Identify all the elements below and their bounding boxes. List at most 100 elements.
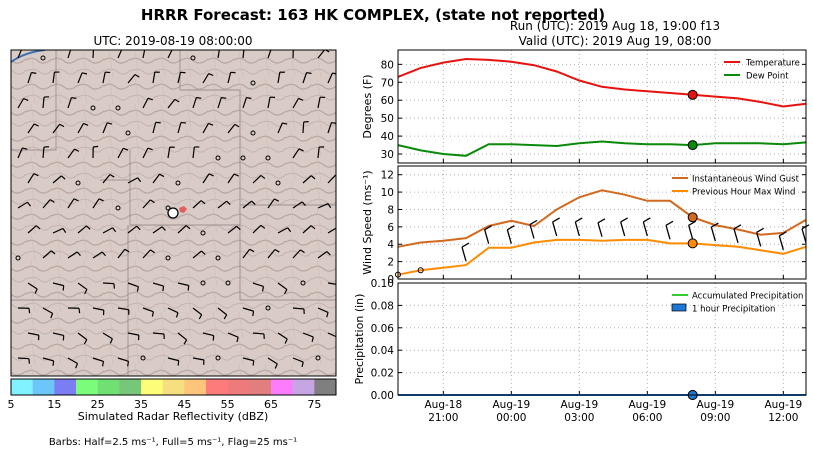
wind-barb	[117, 357, 130, 367]
fire-location-marker	[167, 207, 179, 219]
wind-barb	[125, 130, 131, 136]
wind-barb	[77, 72, 88, 84]
y-tick-label: 2	[387, 257, 394, 269]
legend: Instantaneous Wind Gust Previous Hour Max…	[672, 175, 800, 198]
wind-barb	[302, 175, 316, 184]
series-line	[397, 189, 807, 248]
wind-barb	[192, 146, 200, 159]
wind-barb	[75, 180, 81, 186]
wind-barb	[227, 173, 239, 184]
legend: Accumulated Precipitation 1 hour Precipit…	[671, 292, 803, 315]
wind-barb	[665, 220, 674, 240]
wind-barb	[215, 355, 221, 361]
x-tick-label-date: Aug-18	[425, 399, 463, 411]
wind-barb	[167, 50, 178, 59]
x-tick-labels: Aug-1821:00Aug-1900:00Aug-1903:00Aug-190…	[425, 399, 803, 424]
wind-barb	[167, 307, 179, 318]
wind-barb	[42, 146, 49, 159]
colorbar-swatch	[162, 379, 185, 395]
wind-barb	[215, 255, 221, 261]
fire-perimeter	[179, 206, 187, 213]
legend-label: Accumulated Precipitation	[692, 292, 803, 302]
wind-barb	[102, 227, 117, 234]
y-tick-label: 12	[381, 170, 394, 182]
wind-barb	[115, 205, 121, 211]
colorbar-tick-label: 35	[134, 398, 148, 411]
wind-barb	[127, 332, 140, 341]
wind-barb	[177, 71, 186, 84]
wind-barb	[252, 174, 266, 184]
y-tick-label: 80	[381, 59, 394, 71]
reflectivity-colorbar	[10, 378, 337, 396]
colorbar-tick-label: 55	[221, 398, 235, 411]
wind-barb	[327, 332, 336, 338]
wind-barb	[265, 155, 271, 161]
wind-barb	[242, 96, 252, 109]
wind-barb	[17, 201, 32, 209]
wind-barb	[17, 147, 28, 159]
wind-barb	[242, 50, 245, 59]
wind-barb	[202, 73, 214, 84]
wind-barb	[92, 251, 106, 259]
wind-barb	[127, 282, 139, 292]
map-title: UTC: 2019-08-19 08:00:00	[93, 34, 252, 48]
wind-barb	[267, 50, 272, 59]
wind-barb	[756, 227, 764, 247]
colorbar-swatch	[227, 379, 250, 395]
wind-barb	[42, 307, 54, 319]
wind-barb	[52, 282, 65, 291]
wind-barb	[92, 198, 104, 209]
colorbar-swatch	[54, 379, 77, 395]
wind-barb	[140, 355, 146, 361]
wind-barb	[202, 173, 214, 184]
wind-barb	[142, 307, 154, 317]
wind-barb	[292, 97, 304, 109]
y-tick-label: 4	[387, 239, 394, 251]
wind-barb	[552, 217, 560, 237]
y-tick-label: 60	[381, 95, 394, 107]
wind-barb	[167, 357, 180, 366]
wind-barb	[300, 280, 306, 286]
panel-1: 30 40 50 60 70 80 Degrees (F) Temperature Dew Po…	[361, 49, 807, 164]
wind-barb	[506, 225, 515, 244]
wind-barb	[192, 307, 203, 320]
wind-barb	[15, 255, 21, 261]
wind-barb	[77, 332, 88, 345]
series-line	[397, 238, 807, 276]
wind-barb	[42, 199, 55, 209]
current-time-marker	[687, 212, 698, 223]
wind-barb	[27, 225, 41, 234]
wind-barb	[27, 173, 39, 184]
current-time-marker	[687, 238, 698, 249]
x-tick-label-time: 21:00	[428, 412, 458, 424]
wind-barb	[217, 96, 227, 109]
wind-barb	[42, 357, 55, 366]
x-tick-label-time: 03:00	[564, 412, 594, 424]
wind-barb	[152, 332, 165, 340]
wind-barb	[217, 200, 231, 209]
colorbar-swatch	[184, 379, 207, 395]
wind-barb	[177, 282, 190, 291]
run-time-label: Run (UTC): 2019 Aug 18, 19:00 f13	[510, 19, 720, 33]
wind-barb	[42, 250, 56, 259]
y-tick-label: 8	[387, 204, 394, 216]
wind-barb	[152, 71, 160, 84]
wind-barb	[292, 201, 306, 209]
wind-barb	[642, 217, 651, 237]
wind-barb	[277, 227, 292, 234]
wind-barb	[117, 248, 130, 259]
wind-barb	[227, 332, 239, 343]
wind-barb	[117, 50, 123, 59]
wind-barb	[202, 122, 214, 134]
wind-barb	[102, 71, 111, 84]
colorbar-tick-label: 75	[307, 398, 321, 411]
colorbar-swatch	[249, 379, 272, 395]
wind-barb	[217, 50, 220, 59]
y-tick-label: 0.00	[371, 390, 394, 402]
wind-barb	[327, 72, 336, 84]
wind-barb	[277, 71, 285, 84]
wind-barb	[67, 148, 80, 159]
wind-barb	[92, 357, 105, 367]
x-tick-label-time: 00:00	[496, 412, 526, 424]
x-tick-label-time: 09:00	[700, 412, 730, 424]
